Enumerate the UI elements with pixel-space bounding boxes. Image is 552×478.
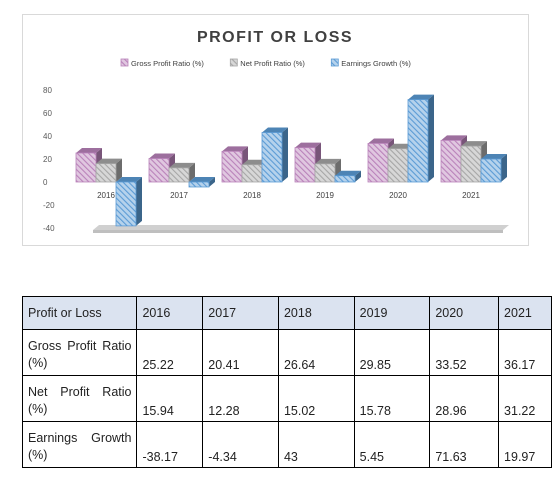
table-cell: 31.22 <box>498 375 552 422</box>
bar <box>261 127 288 183</box>
floor-plane <box>93 225 509 230</box>
bar <box>115 177 142 227</box>
table-cell: 5.45 <box>353 421 431 468</box>
bar <box>407 94 434 183</box>
table-row: Net Profit Ratio (%) 15.94 12.28 15.02 15.78… <box>21 375 552 422</box>
table-cell: 15.94 <box>136 375 204 422</box>
table-cell: -4.34 <box>202 421 279 468</box>
legend-item: Gross Profit Ratio (%) <box>120 58 204 68</box>
table-cell: 29.85 <box>353 329 431 376</box>
y-tick-label: 20 <box>43 155 52 164</box>
table-cell: 26.64 <box>277 329 355 376</box>
data-table: Profit or Loss 2016 2017 2018 2019 2020 2021 Gr… <box>21 296 552 468</box>
profit-chart: PROFIT OR LOSS Gross Profit Ratio (%) Net… <box>43 29 509 233</box>
y-tick-label: 0 <box>43 178 48 187</box>
bar <box>480 154 507 183</box>
row-label: Earnings Growth (%) <box>21 421 138 468</box>
table-cell: 25.22 <box>136 329 204 376</box>
bar <box>188 177 215 188</box>
bar <box>168 162 195 183</box>
y-tick-label: -20 <box>43 201 55 210</box>
x-tick-label: 2017 <box>170 191 188 200</box>
bar <box>334 170 361 183</box>
y-tick-label: 60 <box>43 109 52 118</box>
table-header-label: Profit or Loss <box>21 296 138 330</box>
legend-label: Earnings Growth (%) <box>341 59 411 68</box>
table-row: Earnings Growth (%) -38.17 -4.34 43 5.45 71.6… <box>21 421 552 468</box>
legend-label: Net Profit Ratio (%) <box>240 59 305 68</box>
table-cell: 36.17 <box>498 329 552 376</box>
legend-item: Earnings Growth (%) <box>330 58 411 68</box>
x-tick-label: 2018 <box>243 191 261 200</box>
chart-container: PROFIT OR LOSS Gross Profit Ratio (%) Net… <box>22 14 529 246</box>
x-tick-label: 2019 <box>316 191 334 200</box>
table-header-row: Profit or Loss 2016 2017 2018 2019 2020 2021 <box>21 296 552 330</box>
table-cell: 15.78 <box>353 375 431 422</box>
table-header-year: 2018 <box>277 296 355 330</box>
table-cell: 28.96 <box>429 375 500 422</box>
table-header-year: 2016 <box>136 296 204 330</box>
chart-title: PROFIT OR LOSS <box>197 29 353 46</box>
legend-item: Net Profit Ratio (%) <box>229 58 305 68</box>
y-tick-label: -40 <box>43 224 55 233</box>
y-tick-label: 80 <box>43 86 52 95</box>
x-tick-label: 2020 <box>389 191 407 200</box>
table-cell: 12.28 <box>202 375 279 422</box>
table-cell: 20.41 <box>202 329 279 376</box>
x-tick-label: 2016 <box>97 191 115 200</box>
y-axis: 80 60 40 20 0 -20 -40 <box>43 86 55 233</box>
table-header-year: 2020 <box>429 296 500 330</box>
table-header-year: 2017 <box>202 296 279 330</box>
table-header-year: 2019 <box>353 296 431 330</box>
y-tick-label: 40 <box>43 132 52 141</box>
table-header-year: 2021 <box>498 296 552 330</box>
chart-floor <box>93 225 509 233</box>
floor-edge <box>93 230 503 233</box>
bar <box>460 141 487 183</box>
table-cell: 15.02 <box>277 375 355 422</box>
table-cell: 19.97 <box>498 421 552 468</box>
table-cell: -38.17 <box>136 421 204 468</box>
table-row: Gross Profit Ratio (%) 25.22 20.41 26.64 29.… <box>21 329 552 376</box>
row-label: Net Profit Ratio (%) <box>21 375 138 422</box>
bar <box>95 158 122 183</box>
legend-label: Gross Profit Ratio (%) <box>131 59 204 68</box>
x-axis: 2016 2017 2018 2019 2020 2021 <box>97 191 480 200</box>
row-label: Gross Profit Ratio (%) <box>21 329 138 376</box>
bar-marks <box>75 94 507 227</box>
chart-legend: Gross Profit Ratio (%) Net Profit Ratio (… <box>120 58 411 68</box>
table-cell: 43 <box>277 421 355 468</box>
table-cell: 71.63 <box>429 421 500 468</box>
table-cell: 33.52 <box>429 329 500 376</box>
x-tick-label: 2021 <box>462 191 480 200</box>
